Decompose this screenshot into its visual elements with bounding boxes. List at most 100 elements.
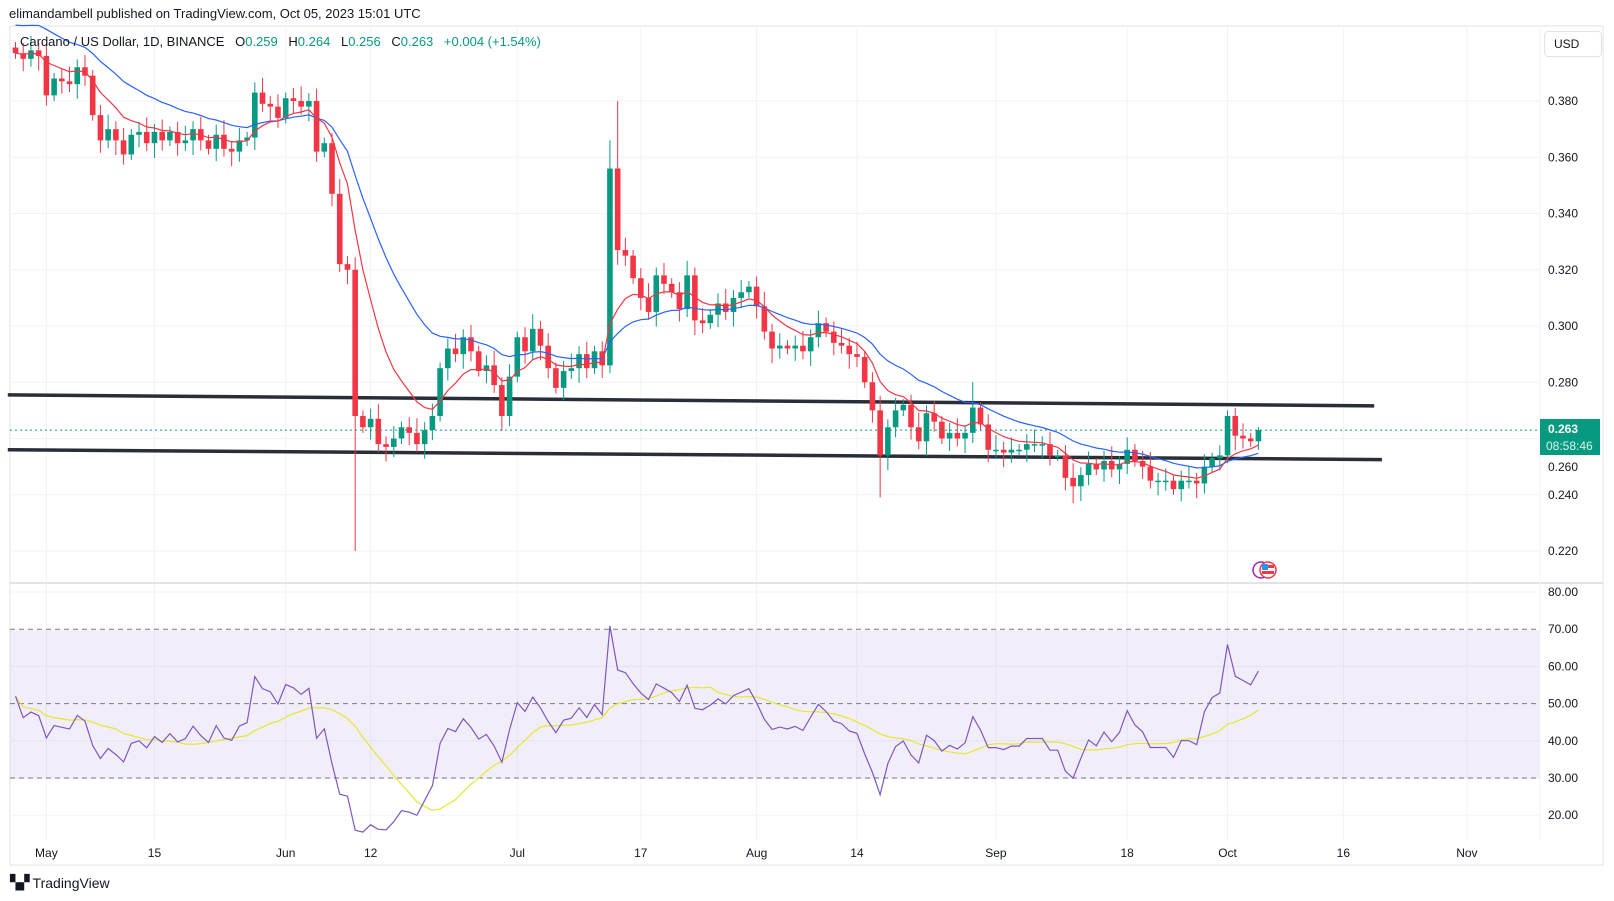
candle-body	[746, 286, 752, 293]
candle-body	[367, 418, 374, 428]
candle	[275, 94, 281, 128]
candle	[306, 93, 312, 122]
candle-body	[553, 368, 559, 388]
candle	[1070, 463, 1076, 504]
time-axis-label: Jul	[510, 846, 525, 860]
candle-body	[1224, 416, 1231, 456]
candle	[1155, 472, 1161, 496]
candle	[182, 125, 189, 152]
candle	[74, 59, 81, 99]
trendline-resistance[interactable]	[7, 393, 1375, 408]
candle-body	[614, 168, 621, 251]
candle-body	[699, 320, 706, 324]
candle-body	[113, 129, 119, 141]
candle-body	[962, 432, 968, 439]
candle	[414, 418, 420, 452]
footer-brand[interactable]: TradingView	[32, 875, 110, 891]
candle	[313, 88, 320, 162]
candle	[854, 341, 860, 368]
candle-body	[607, 168, 613, 366]
candle	[1000, 441, 1007, 468]
candle	[35, 42, 42, 71]
candle	[228, 140, 235, 167]
candle	[1078, 467, 1084, 501]
economic-event-icon[interactable]	[1252, 561, 1277, 579]
currency-button[interactable]: USD	[1544, 31, 1602, 57]
candle-body	[676, 292, 683, 310]
candle-body	[282, 98, 289, 118]
candle	[668, 278, 675, 298]
ma-slow-line	[15, 24, 1259, 469]
candle	[421, 422, 428, 459]
candle-body	[1124, 449, 1130, 464]
candle-body	[877, 410, 883, 456]
candle	[290, 88, 297, 114]
candle	[1240, 423, 1246, 449]
candle	[892, 398, 899, 438]
candle	[51, 72, 57, 101]
price-axis-label: 0.260	[1548, 460, 1578, 474]
time-axis-label: 14	[850, 846, 864, 860]
candle-body	[506, 376, 513, 416]
candle-body	[1008, 449, 1015, 453]
candle	[877, 395, 883, 498]
price-tag-price: 0.263	[1548, 422, 1578, 436]
candle	[159, 119, 165, 151]
candle	[398, 421, 405, 445]
candle	[12, 41, 19, 59]
candle-body	[568, 368, 575, 371]
symbol-title[interactable]: Cardano / US Dollar, 1D, BINANCE	[20, 34, 225, 49]
candle	[344, 256, 351, 285]
candle	[823, 317, 829, 338]
open-label: O	[235, 34, 246, 49]
axes[interactable]: 0.380 0.360 0.340 0.320 0.300 0.280 0.260 0.240…	[35, 94, 1578, 860]
candle	[113, 121, 119, 155]
tradingview-logo-icon[interactable]: ▚▞	[10, 875, 29, 891]
candle	[475, 345, 482, 377]
candle-body	[792, 345, 799, 349]
price-axis-label: 0.280	[1548, 375, 1578, 389]
candle	[622, 237, 629, 266]
candle	[923, 405, 930, 456]
candle-body	[329, 143, 335, 194]
rsi-axis-label: 80.00	[1548, 585, 1578, 599]
candle-body	[28, 50, 34, 59]
price-axis-label: 0.340	[1548, 207, 1578, 221]
candle-body	[1047, 444, 1053, 456]
candle	[143, 117, 150, 152]
time-axis-label: Oct	[1218, 846, 1237, 860]
candle	[236, 128, 243, 162]
candle-body	[344, 264, 351, 270]
candle	[1024, 434, 1030, 463]
candle-body	[236, 140, 243, 152]
candle	[437, 362, 443, 422]
candle	[1162, 468, 1169, 491]
candle	[105, 114, 111, 149]
candle	[900, 399, 907, 416]
candle	[1039, 436, 1046, 459]
candle-body	[823, 323, 829, 332]
candle	[630, 250, 636, 284]
trendline-support[interactable]	[7, 448, 1382, 462]
candle	[969, 382, 976, 443]
candle	[869, 372, 876, 423]
candle	[506, 364, 513, 427]
trendlines[interactable]	[7, 393, 1382, 462]
candle-body	[321, 143, 328, 152]
candle-body	[1000, 449, 1007, 453]
candle	[1116, 455, 1123, 485]
candle-body	[475, 351, 482, 371]
candle-body	[969, 407, 976, 433]
time-axis-label: 15	[148, 846, 162, 860]
candle-body	[591, 351, 598, 369]
candle-body	[306, 101, 312, 107]
candle-body	[275, 106, 281, 118]
candle	[20, 43, 27, 72]
candle-body	[445, 348, 451, 369]
change-value: +0.004 (+1.54%)	[443, 34, 541, 49]
candle	[676, 282, 683, 322]
candle-body	[807, 337, 814, 352]
candle	[190, 121, 196, 155]
time-axis-label: Nov	[1456, 846, 1477, 860]
